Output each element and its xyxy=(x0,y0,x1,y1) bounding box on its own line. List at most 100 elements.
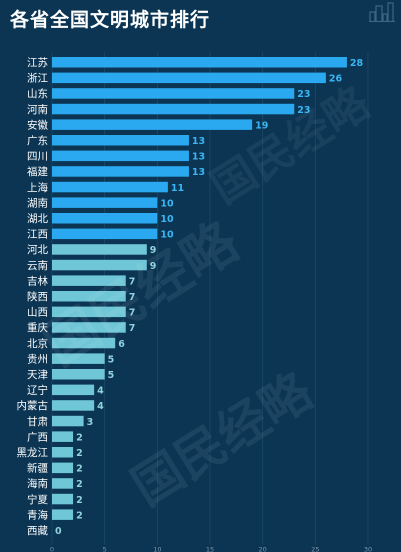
value-label: 10 xyxy=(160,214,174,225)
category-label: 山西 xyxy=(27,307,48,319)
category-label: 湖南 xyxy=(27,196,48,209)
category-label: 海南 xyxy=(27,477,48,490)
value-label: 4 xyxy=(97,386,104,397)
x-axis-ticks: 0 5 10 15 20 25 30 xyxy=(50,546,372,552)
bar xyxy=(52,166,189,177)
bar xyxy=(52,291,126,302)
category-label: 云南 xyxy=(27,259,48,272)
bar xyxy=(52,88,295,99)
value-label: 2 xyxy=(76,510,83,521)
category-label: 辽宁 xyxy=(27,384,48,397)
category-label: 黑龙江 xyxy=(17,446,49,459)
value-labels: 2826232319131313111010109977776554432222… xyxy=(55,58,364,537)
value-label: 13 xyxy=(192,136,205,147)
bar xyxy=(52,447,74,458)
value-label: 4 xyxy=(97,401,104,412)
x-tick-label: 20 xyxy=(259,546,267,552)
x-tick-label: 10 xyxy=(153,546,161,552)
value-label: 23 xyxy=(297,105,310,116)
value-label: 2 xyxy=(76,479,83,490)
value-label: 13 xyxy=(192,152,205,163)
bar xyxy=(52,415,84,427)
value-label: 0 xyxy=(55,526,62,537)
value-label: 9 xyxy=(150,245,157,256)
category-label: 青海 xyxy=(27,508,48,521)
value-label: 10 xyxy=(160,230,174,241)
x-tick-label: 0 xyxy=(50,546,54,552)
value-label: 26 xyxy=(329,74,343,85)
value-label: 7 xyxy=(129,292,136,303)
value-label: 9 xyxy=(150,261,157,272)
category-label: 上海 xyxy=(27,181,48,194)
bar xyxy=(52,384,95,396)
skyline-icon xyxy=(369,2,395,22)
value-label: 5 xyxy=(108,370,115,381)
category-label: 河南 xyxy=(27,103,48,116)
value-label: 11 xyxy=(171,183,184,194)
bar xyxy=(52,213,158,224)
value-label: 2 xyxy=(76,432,83,443)
value-label: 10 xyxy=(160,198,174,209)
bar xyxy=(52,306,126,318)
category-label: 河北 xyxy=(27,244,48,256)
bar xyxy=(52,322,126,333)
value-label: 2 xyxy=(76,495,83,506)
value-label: 2 xyxy=(76,464,83,475)
bar xyxy=(52,135,189,146)
bar xyxy=(52,119,253,130)
category-label: 宁夏 xyxy=(27,493,48,506)
bar xyxy=(52,353,105,364)
category-label: 新疆 xyxy=(27,462,48,475)
bar xyxy=(52,150,189,162)
bar xyxy=(52,275,126,286)
category-label: 福建 xyxy=(27,165,48,178)
bar xyxy=(52,478,74,489)
x-tick-label: 15 xyxy=(206,546,214,552)
value-label: 7 xyxy=(129,323,136,334)
category-label: 浙江 xyxy=(27,73,48,85)
bar xyxy=(52,244,147,255)
bar xyxy=(52,181,168,193)
category-label: 吉林 xyxy=(27,274,48,287)
value-label: 5 xyxy=(108,354,115,365)
value-label: 13 xyxy=(192,167,205,178)
bar xyxy=(52,57,347,68)
bar xyxy=(52,400,95,411)
category-label: 湖北 xyxy=(27,213,48,225)
category-label: 江苏 xyxy=(27,56,48,69)
value-label: 28 xyxy=(350,58,364,69)
bars xyxy=(52,57,347,520)
category-label: 广东 xyxy=(27,134,48,147)
category-label: 北京 xyxy=(27,337,48,350)
x-tick-label: 25 xyxy=(311,546,319,552)
category-label: 西藏 xyxy=(27,525,48,537)
category-label: 陕西 xyxy=(27,290,48,303)
category-label: 广西 xyxy=(27,431,48,443)
bar xyxy=(52,103,295,115)
bar xyxy=(52,259,147,271)
bar xyxy=(52,431,74,442)
x-tick-label: 30 xyxy=(364,546,372,552)
value-label: 7 xyxy=(129,308,136,319)
category-label: 天津 xyxy=(27,369,48,381)
value-label: 19 xyxy=(255,120,268,131)
category-label: 江西 xyxy=(27,229,48,241)
category-label: 山东 xyxy=(27,87,48,100)
x-tick-label: 5 xyxy=(103,546,107,552)
category-label: 贵州 xyxy=(27,352,48,365)
bar xyxy=(52,337,116,349)
category-label: 四川 xyxy=(27,151,48,163)
bar xyxy=(52,72,326,84)
category-label: 安徽 xyxy=(27,118,48,131)
bar xyxy=(52,462,74,474)
bar xyxy=(52,509,74,520)
bar xyxy=(52,197,158,208)
value-label: 7 xyxy=(129,276,136,287)
chart-title: 各省全国文明城市排行 xyxy=(10,9,211,31)
category-label: 内蒙古 xyxy=(17,399,49,412)
category-labels: 江苏浙江山东河南安徽广东四川福建上海湖南湖北江西河北云南吉林陕西山西重庆北京贵州… xyxy=(17,56,49,537)
bar xyxy=(52,228,158,240)
category-label: 甘肃 xyxy=(27,415,48,428)
value-label: 3 xyxy=(87,417,94,428)
